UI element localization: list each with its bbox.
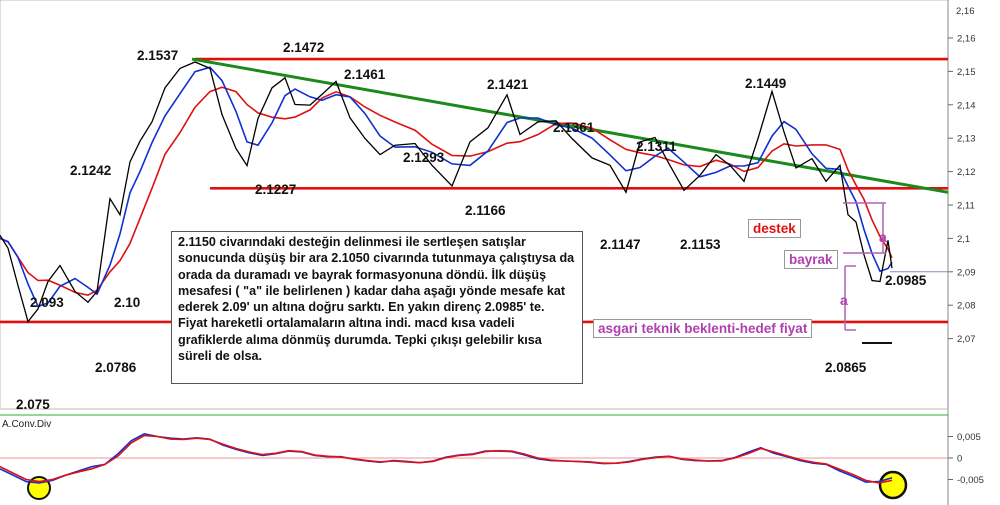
label-2-1537: 2.1537 <box>137 48 178 63</box>
price-tick-label: 2,1 <box>957 234 970 245</box>
label-2-10: 2.10 <box>114 295 140 310</box>
label-2-0786: 2.0786 <box>95 360 137 375</box>
measure-marks <box>843 202 892 344</box>
price-tick-label: 2,11 <box>957 201 975 212</box>
price-tick-label: 2,14 <box>957 100 976 111</box>
price-line <box>0 61 893 324</box>
price-tick-label: 2,15 <box>957 67 976 78</box>
label-2-1242: 2.1242 <box>70 163 111 178</box>
label-2-1421: 2.1421 <box>487 77 529 92</box>
label-2-1449: 2.1449 <box>745 76 786 91</box>
bayrak-label: bayrak <box>784 250 838 269</box>
macd-series-1 <box>0 434 893 484</box>
label-2-1166: 2.1166 <box>465 203 506 218</box>
destek-label: destek <box>748 219 801 238</box>
top-tick-label: 2,16 <box>956 6 975 17</box>
slow-ma-line <box>0 86 893 297</box>
label-2-1147: 2.1147 <box>600 237 641 252</box>
price-axis-ticks: 2,07 2,08 2,09 2,1 2,11 2,12 2,13 2,14 2,15 2,16 <box>948 34 976 345</box>
slow-moving-average <box>0 86 893 297</box>
a-mark-upper: a <box>879 229 887 245</box>
price-tick-label: 2,07 <box>957 334 976 345</box>
macd-lines <box>0 433 893 484</box>
label-2-1361: 2.1361 <box>553 120 595 135</box>
label-2-1311: 2.1311 <box>636 139 677 154</box>
price-tick-label: 2,13 <box>957 134 976 145</box>
macd-tick-label: -0,005 <box>957 475 984 486</box>
label-2-1472: 2.1472 <box>283 40 324 55</box>
macd-tick-label: 0,005 <box>957 432 981 443</box>
label-2-1227: 2.1227 <box>255 182 296 197</box>
label-2-093: 2.093 <box>30 295 64 310</box>
price-tick-label: 2,16 <box>957 34 976 45</box>
label-2-1293: 2.1293 <box>403 150 445 165</box>
label-2-1153: 2.1153 <box>680 237 721 252</box>
label-2-1461: 2.1461 <box>344 67 386 82</box>
macd-tick-label: 0 <box>957 454 962 465</box>
price-tick-label: 2,08 <box>957 301 976 312</box>
macd-name: A.Conv.Div <box>2 419 51 430</box>
price-series <box>0 61 893 324</box>
commentary-box: 2.1150 civarındaki desteğin delinmesi il… <box>171 231 583 384</box>
label-2-0985: 2.0985 <box>885 273 927 288</box>
label-2-075: 2.075 <box>16 397 50 412</box>
trendline <box>191 57 949 194</box>
target-label: asgari teknik beklenti-hedef fiyat <box>593 319 813 338</box>
price-tick-label: 2,09 <box>957 267 976 278</box>
macd-highlight-right <box>878 470 908 500</box>
label-2-0865: 2.0865 <box>825 360 867 375</box>
macd-axis-ticks: 0,005 0 -0,005 <box>948 432 984 486</box>
price-tick-label: 2,12 <box>957 167 976 178</box>
a-mark-lower: a <box>840 292 848 308</box>
